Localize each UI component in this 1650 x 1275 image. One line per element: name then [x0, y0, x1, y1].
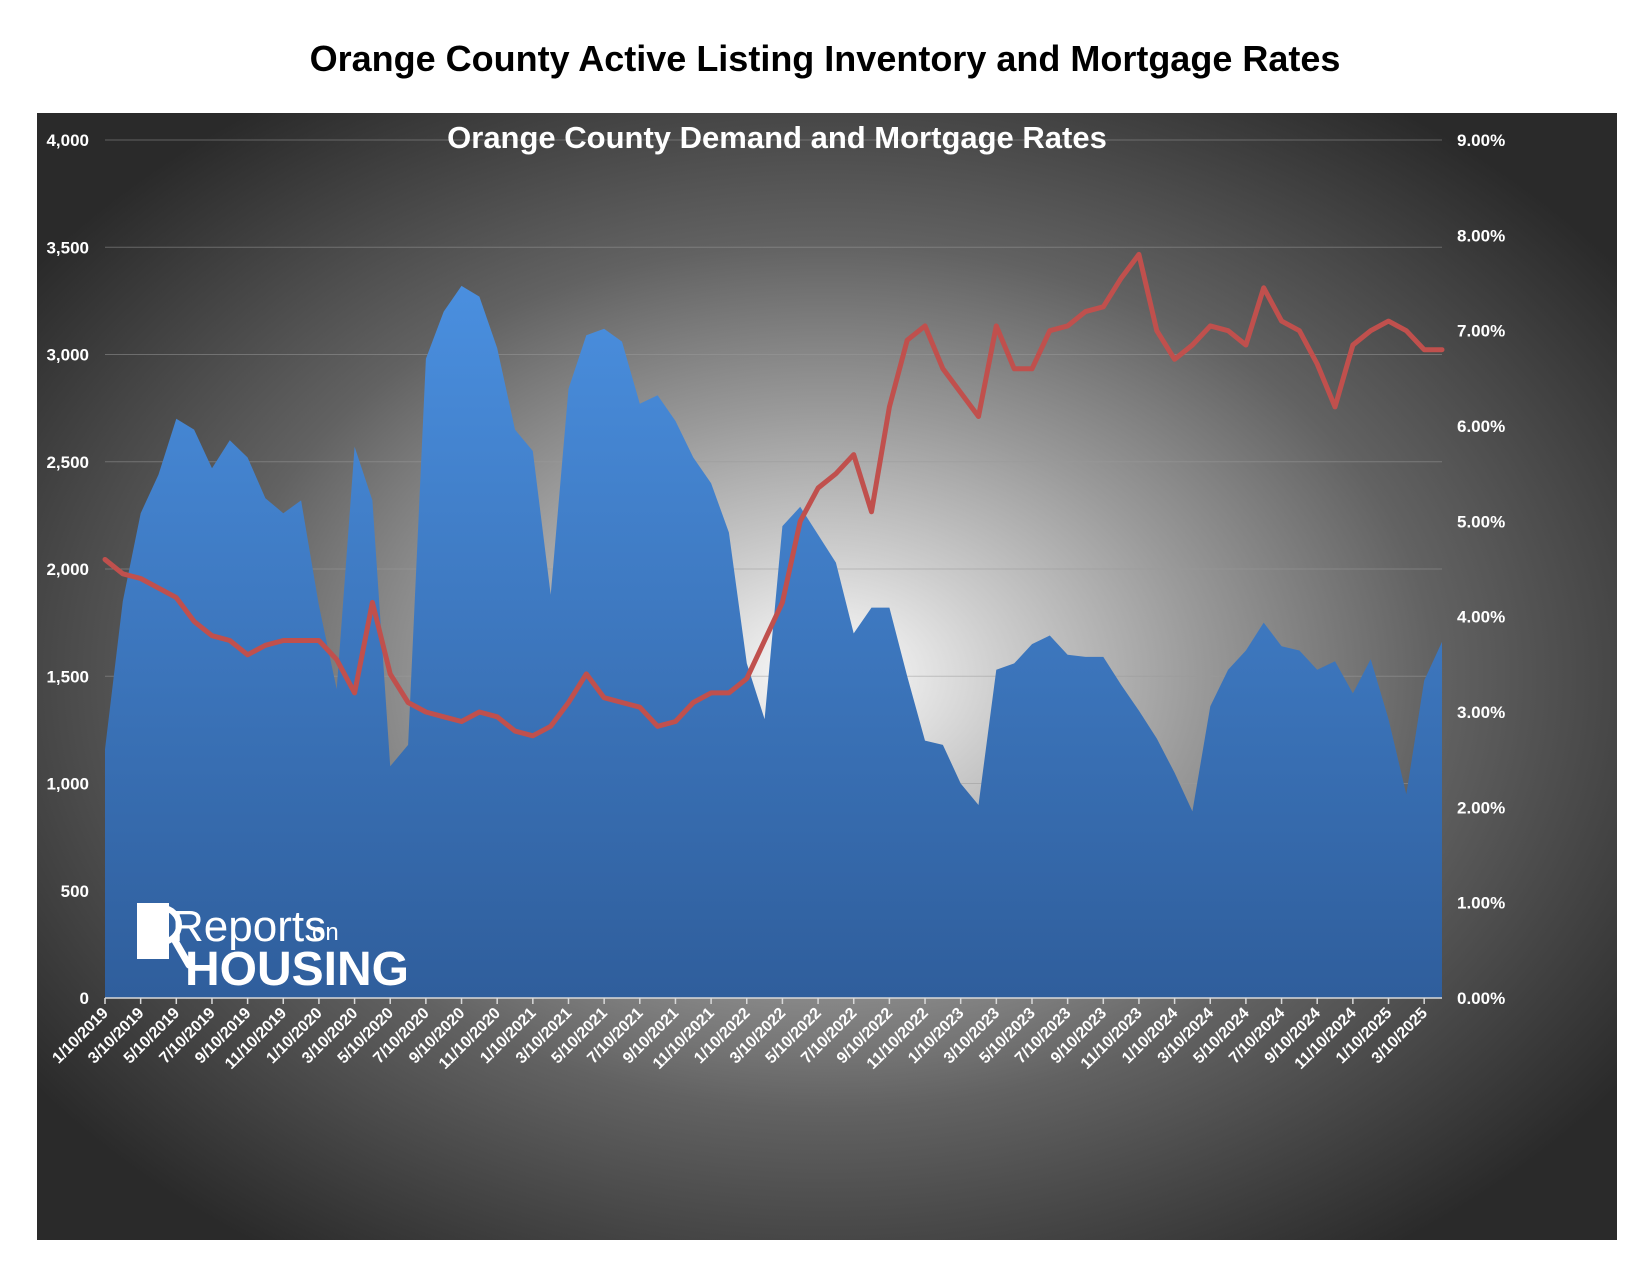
y-left-tick-label: 2,000	[46, 560, 89, 579]
chart-panel: 4,000 3,500 3,000 2,500 2,000 1,500 1,000 500 0 …	[37, 113, 1617, 1240]
y-right-tick-label: 2.00%	[1457, 798, 1505, 817]
page-title: Orange County Active Listing Inventory a…	[309, 38, 1341, 79]
y-left-tick-label: 1,000	[46, 775, 89, 794]
axes	[104, 997, 1442, 1004]
magnifier-icon	[137, 903, 193, 969]
reports-on-housing-logo: Reports on HOUSING	[137, 902, 409, 996]
chart-svg: 4,0003,5003,0002,5002,0001,5001,0005000 …	[46, 120, 1505, 1073]
y-right-tick-label: 6.00%	[1457, 417, 1505, 436]
y-right-tick-label: 7.00%	[1457, 322, 1505, 341]
y-right-tick-label: 4.00%	[1457, 608, 1505, 627]
y-left-tick-label: 4,000	[46, 131, 89, 150]
logo-word-housing: HOUSING	[185, 943, 409, 996]
y-right-tick-label: 8.00%	[1457, 226, 1505, 245]
chart-title: Orange County Demand and Mortgage Rates	[447, 120, 1107, 155]
y-axis-left-labels: 4,000 3,500 3,000 2,500 2,000 1,500 1,000 500 0	[46, 131, 89, 1008]
mortgage-rate-line-series	[102, 251, 1445, 739]
y-right-tick-label: 1.00%	[1457, 894, 1505, 913]
y-left-tick-label: 1,500	[46, 667, 89, 686]
y-axis-right-labels: 9.00% 8.00% 7.00% 6.00% 5.00% 4.00% 3.00% 2.00%…	[1457, 131, 1505, 1008]
y-left-tick-label: 3,000	[46, 346, 89, 365]
y-left-tick-label: 3,500	[46, 238, 89, 257]
logo-word-reports: Reports	[172, 902, 326, 951]
x-axis-labels: 1/10/20193/10/20195/10/20197/10/20199/10…	[49, 1005, 1431, 1073]
y-left-tick-label: 500	[61, 882, 89, 901]
y-right-tick-label: 5.00%	[1457, 512, 1505, 531]
logo-word-on: on	[312, 919, 339, 946]
y-right-tick-label: 0.00%	[1457, 989, 1505, 1008]
inventory-area-series	[105, 285, 1442, 998]
y-left-tick-label: 2,500	[46, 453, 89, 472]
y-left-tick-label: 0	[80, 989, 89, 1008]
y-right-tick-label: 9.00%	[1457, 131, 1505, 150]
y-right-tick-label: 3.00%	[1457, 703, 1505, 722]
